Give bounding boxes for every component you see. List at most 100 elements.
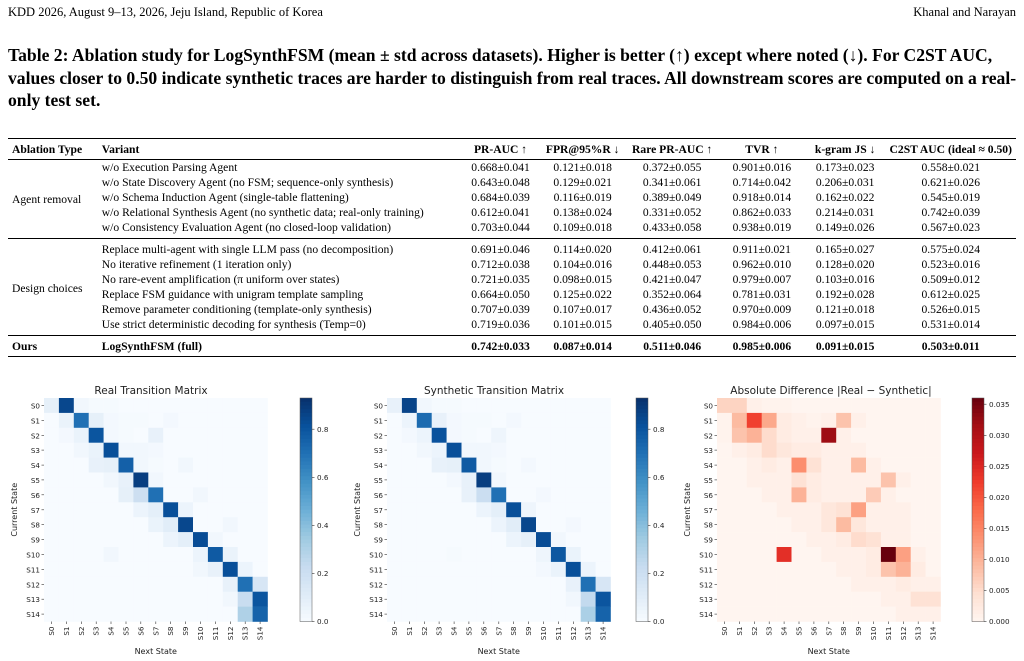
heatmap-cell — [806, 591, 822, 607]
heatmap-cell — [536, 457, 552, 473]
heatmap-cell — [148, 591, 164, 607]
heatmap-cell — [866, 547, 882, 563]
heatmap-cell — [73, 442, 89, 458]
colorbar-segment — [972, 528, 984, 533]
colorbar-segment — [972, 476, 984, 481]
heatmap-cell — [118, 427, 134, 443]
heatmap-cell — [550, 517, 567, 533]
heatmap-cell — [895, 561, 911, 578]
heatmap-cell — [416, 472, 432, 488]
heatmap-cell — [178, 398, 194, 414]
col-header-ablation-type: Ablation Type — [8, 138, 98, 160]
heatmap-cell — [207, 457, 224, 473]
heatmap-cell — [717, 442, 733, 458]
colorbar-segment — [636, 465, 648, 470]
heatmap-cell — [416, 398, 432, 414]
heatmap-cell — [387, 472, 403, 488]
heatmap-cell — [252, 502, 268, 518]
c2st-auc-cell: 0.531±0.014 — [921, 318, 981, 331]
heatmap-cell — [895, 487, 911, 503]
heatmap-cell — [910, 606, 926, 622]
y-tick-label: S8 — [704, 521, 714, 530]
heatmap-cell — [791, 472, 807, 488]
heatmap-cell — [58, 398, 75, 414]
heatmap-cell — [791, 517, 807, 533]
heatmap-cell — [506, 517, 522, 533]
colorbar-segment — [300, 483, 312, 488]
heatmap-cell — [387, 442, 403, 458]
y-tick-label: S10 — [699, 551, 713, 560]
heatmap-cell — [821, 576, 837, 592]
heatmap-cell — [717, 532, 733, 548]
x-tick-label: S12 — [569, 627, 578, 641]
heatmap-cell — [476, 398, 492, 414]
fpr-cell: 0.107±0.017 — [553, 303, 612, 316]
heatmap-cell — [178, 532, 194, 548]
heatmap-cell — [446, 561, 462, 578]
heatmap-cell — [851, 532, 867, 548]
heatmap-cell — [836, 606, 852, 622]
y-tick-label: S10 — [369, 551, 383, 560]
heatmap-cell — [776, 412, 792, 429]
pr-auc-cell: 0.721±0.035 — [471, 273, 530, 286]
heatmap-cell — [461, 576, 477, 592]
colorbar-segment — [636, 427, 648, 432]
x-tick-label: S14 — [256, 626, 265, 640]
colorbar-segment — [636, 498, 648, 503]
heatmap-cell — [731, 427, 748, 443]
colorbar-segment — [972, 602, 984, 608]
table-row: w/o State Discovery Agent (no FSM; seque… — [8, 175, 1016, 190]
colorbar-segment — [300, 610, 312, 615]
heatmap-cell — [925, 547, 941, 563]
heatmap-cell — [806, 606, 822, 622]
heatmap-cell — [536, 427, 552, 443]
heatmap-cell — [866, 502, 882, 518]
heatmap-cell — [821, 412, 837, 429]
heatmap-cell — [595, 398, 611, 414]
heatmap-cell — [222, 457, 238, 473]
tvr-cell: 0.714±0.042 — [732, 176, 792, 189]
heatmap-cell — [401, 606, 418, 622]
colorbar-segment — [972, 450, 984, 455]
heatmap-cell — [58, 517, 75, 533]
heatmap-cell — [491, 398, 507, 414]
colorbar-segment — [636, 442, 648, 447]
pr-auc-cell: 0.719±0.036 — [471, 318, 530, 331]
colorbar-segment — [972, 457, 984, 462]
col-header-fpr: FPR@95%R ↓ — [539, 138, 626, 160]
group-design-choices: Design choices Replace multi-agent with s… — [8, 238, 1016, 336]
heatmap-cell — [148, 606, 164, 622]
heatmap-cell — [595, 547, 611, 563]
colorbar-segment — [972, 398, 984, 403]
x-tick-label: S1 — [735, 627, 744, 636]
heatmap-cell — [118, 576, 134, 592]
heatmap-cell — [387, 561, 403, 578]
heatmap-cell — [506, 576, 522, 592]
colorbar-segment — [972, 409, 984, 414]
x-tick-label: S13 — [241, 627, 250, 641]
heatmap-cell — [836, 487, 852, 503]
variant-cell: No iterative refinement (1 iteration onl… — [101, 258, 292, 271]
heatmap-cell — [895, 442, 911, 458]
heatmap-cell — [118, 412, 134, 429]
colorbar-segment — [636, 595, 648, 600]
x-tick-label: S10 — [539, 626, 548, 640]
heatmap-cell — [910, 576, 926, 592]
heatmap-cell — [866, 398, 882, 414]
c2st-auc-cell: 0.523±0.016 — [921, 258, 981, 271]
colorbar-segment — [636, 602, 648, 608]
heatmap-cell — [387, 412, 403, 429]
colorbar-segment — [300, 528, 312, 533]
heatmap-cell — [148, 576, 164, 592]
heatmap-cell — [401, 487, 418, 503]
heatmap-cell — [536, 412, 552, 429]
ours-rare-pr-auc: 0.511±0.046 — [625, 335, 719, 357]
heatmap-cell — [237, 502, 253, 518]
x-tick-label: S12 — [226, 627, 235, 641]
colorbar-segment — [972, 416, 984, 421]
colorbar-segment — [972, 442, 984, 447]
heatmap-cell — [776, 502, 792, 518]
x-tick-label: S9 — [854, 626, 863, 636]
table-row: No iterative refinement (1 iteration onl… — [8, 257, 1016, 272]
heatmap-cell — [506, 487, 522, 503]
